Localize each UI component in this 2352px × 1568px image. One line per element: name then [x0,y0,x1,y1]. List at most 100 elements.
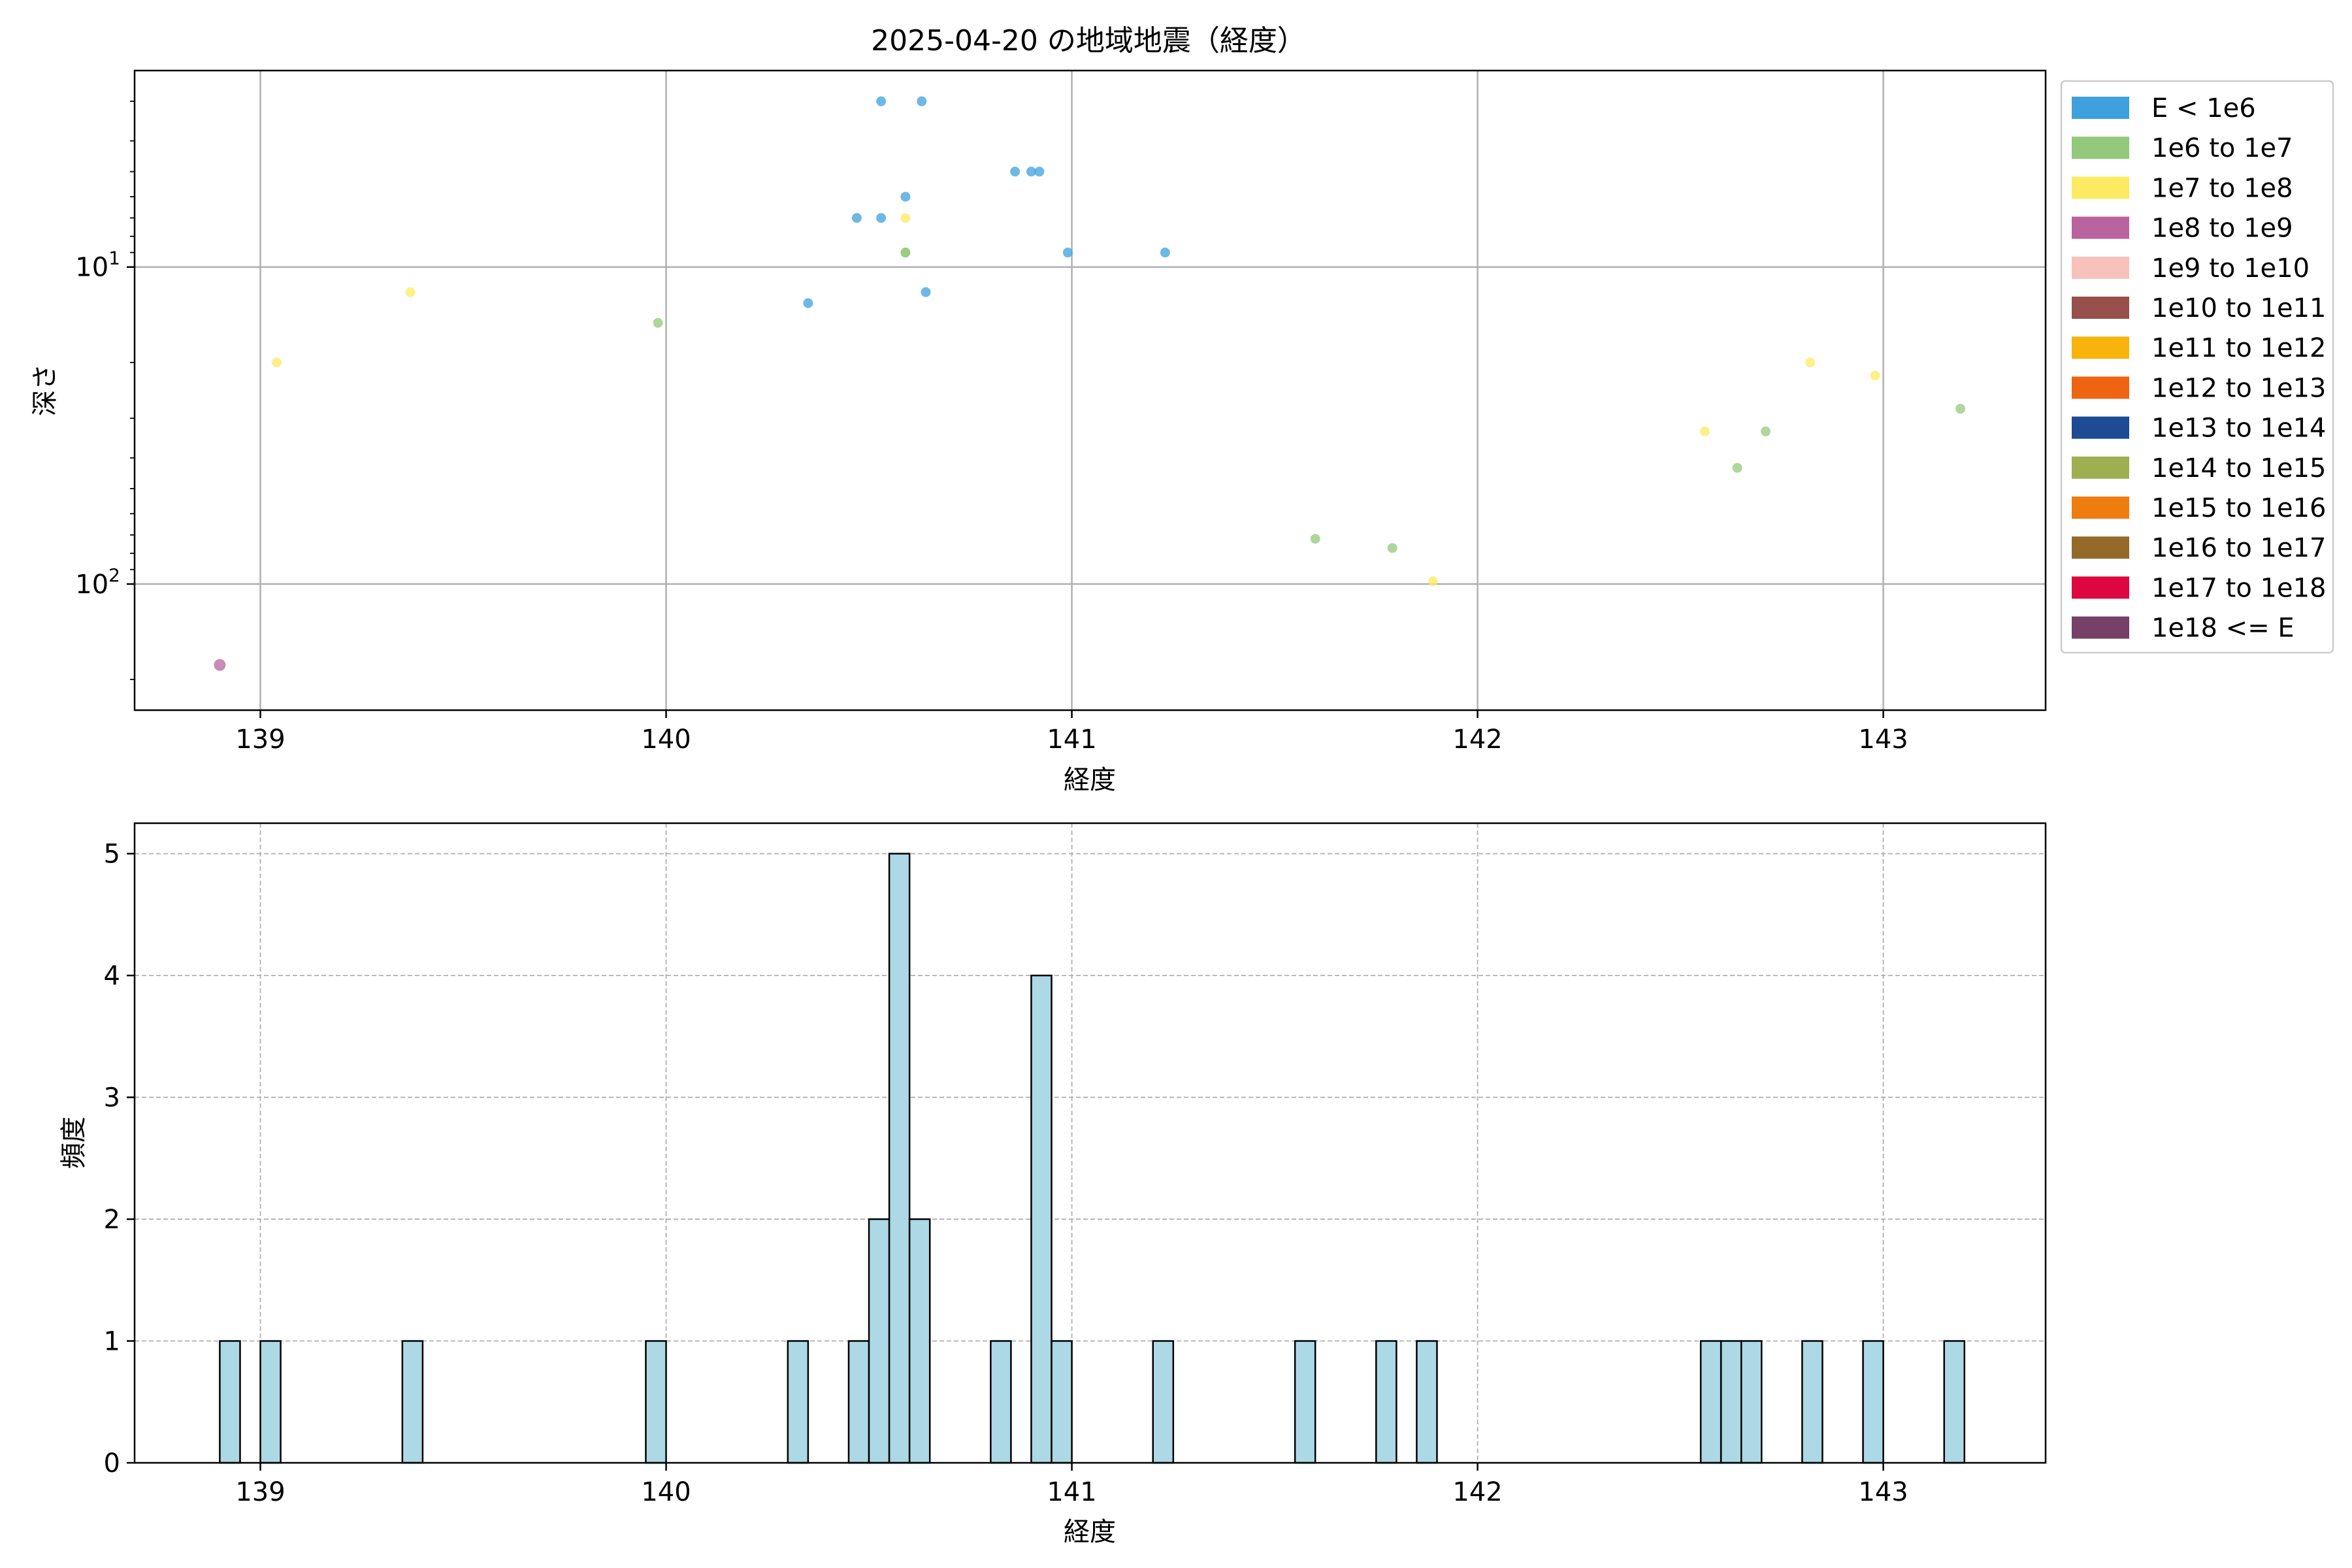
legend-entry-label: 1e15 to 1e16 [2151,493,2327,523]
legend-entry-label: 1e12 to 1e13 [2151,373,2327,403]
scatter-point [900,213,911,223]
scatter-point [653,318,663,328]
histogram-bar [1943,1340,1966,1464]
scatter-point [214,659,226,671]
legend-swatch [2072,536,2129,559]
legend-swatch [2072,137,2129,159]
legend-swatch [2072,97,2129,119]
histogram-y-tick-label: 0 [104,1448,120,1478]
histogram-bar [1720,1340,1742,1464]
scatter-point [1026,167,1036,177]
histogram-bar [908,1218,931,1464]
legend-entry-label: 1e11 to 1e12 [2151,333,2327,363]
histogram-bar [868,1218,890,1464]
legend-swatch [2072,616,2129,639]
histogram-bars [219,853,1966,1464]
histogram-y-tick-label: 4 [104,961,120,991]
legend-swatch [2072,497,2129,519]
legend-entry-label: 1e7 to 1e8 [2151,173,2293,203]
scatter-grid [135,71,2046,710]
scatter-point [1732,463,1742,473]
legend-swatch [2072,297,2129,319]
scatter-point [1805,357,1816,368]
scatter-x-axis: 139 140 141 142 143 [235,710,1908,755]
legend-swatch [2072,376,2129,399]
histogram-x-axis: 139 140 141 142 143 [235,1463,1908,1507]
legend-entry-label: 1e9 to 1e10 [2151,253,2310,284]
scatter-point [1160,248,1170,258]
scatter-point [803,298,813,308]
scatter-plot-area [135,71,2046,710]
histogram-x-label: 経度 [1064,1517,1116,1547]
legend-swatch [2072,256,2129,279]
scatter-point [1034,167,1045,177]
scatter-point [1062,248,1073,258]
scatter-y-axis: 101 102 [75,101,135,680]
histogram-bar [1801,1340,1823,1464]
scatter-x-tick-label: 139 [235,725,285,755]
histogram-bar [1152,1340,1175,1464]
legend-swatch [2072,336,2129,359]
histogram-bar [888,853,911,1464]
histogram-x-tick-label: 140 [641,1477,691,1507]
scatter-title: 2025-04-20 の地域地震（経度） [871,24,1306,57]
histogram-bar [1030,974,1053,1464]
legend-entry-label: 1e16 to 1e17 [2151,533,2327,563]
scatter-points [214,96,1966,671]
legend-entry-label: 1e10 to 1e11 [2151,293,2327,323]
scatter-point [876,213,887,223]
legend-swatch [2072,456,2129,479]
histogram-bar [1740,1340,1763,1464]
legend-entry-label: 1e6 to 1e7 [2151,133,2293,163]
scatter-point [921,287,931,297]
histogram-y-tick-label: 2 [104,1205,120,1235]
scatter-point [900,248,911,258]
legend-entry-label: 1e17 to 1e18 [2151,573,2327,603]
histogram-bar [1375,1340,1397,1464]
scatter-x-tick-label: 143 [1858,725,1908,755]
legend-entry-label: 1e8 to 1e9 [2151,214,2293,244]
histogram-bar [1699,1340,1722,1464]
histogram-bar [847,1340,870,1464]
histogram-bar [219,1340,241,1464]
scatter-frame [133,69,2047,711]
scatter-point [1428,576,1438,587]
scatter-point [1699,426,1710,436]
scatter-x-tick-label: 142 [1452,725,1502,755]
scatter-point [1760,426,1771,436]
histogram-x-tick-label: 142 [1452,1477,1502,1507]
legend-swatch [2072,416,2129,439]
legend-frame [2060,80,2334,654]
scatter-point [405,287,416,297]
scatter-point [851,213,862,223]
legend-entry-label: E < 1e6 [2151,93,2256,123]
scatter-point [271,357,282,368]
scatter-x-tick-label: 141 [1047,725,1096,755]
legend-entry-label: 1e18 <= E [2151,613,2295,644]
legend: E < 1e6 1e6 to 1e7 1e7 to 1e8 1e8 to 1e9 1e9… [2060,80,2334,654]
legend-swatch [2072,576,2129,599]
histogram-x-tick-label: 141 [1047,1477,1096,1507]
scatter-point [900,191,911,202]
histogram-bar [990,1340,1012,1464]
scatter-y-label: 深さ [30,364,60,416]
histogram-panel: 139 140 141 142 143 0 1 2 3 4 5 経度 頻度 [59,822,2047,1547]
histogram-frame [133,822,2047,1464]
histogram-bar [645,1340,667,1464]
histogram-bar [259,1340,282,1464]
histogram-y-axis: 0 1 2 3 4 5 [104,840,135,1478]
scatter-point [1955,404,1966,414]
histogram-x-tick-label: 139 [235,1477,285,1507]
scatter-point [1387,543,1397,553]
scatter-y-tick-label: 101 [75,248,120,283]
scatter-panel: 2025-04-20 の地域地震（経度） 139 140 141 142 143 101… [30,24,2334,795]
legend-swatch [2072,176,2129,199]
legend-entry-label: 1e13 to 1e14 [2151,414,2327,444]
histogram-bar [787,1340,809,1464]
histogram-y-tick-label: 1 [104,1327,120,1357]
scatter-y-tick-label: 102 [75,564,120,600]
scatter-x-tick-label: 140 [641,725,691,755]
histogram-bar [1416,1340,1438,1464]
histogram-bar [1294,1340,1316,1464]
